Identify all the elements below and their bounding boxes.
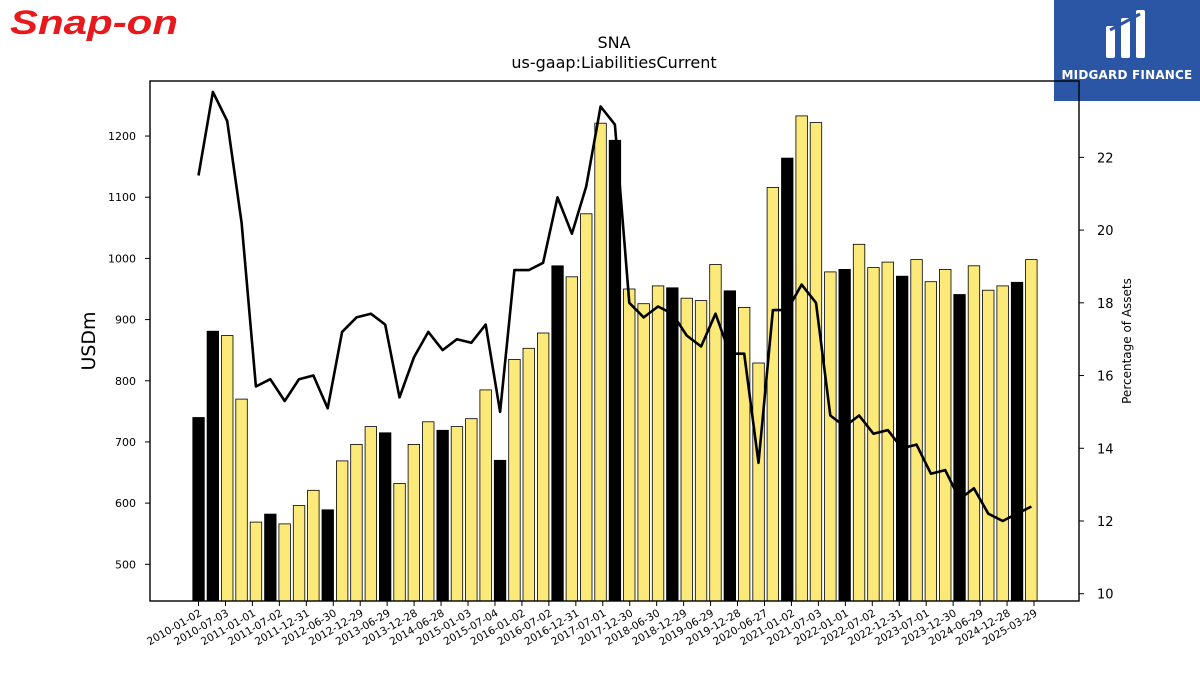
y2-axis-label: Percentage of Assets — [1120, 278, 1134, 404]
snapon-logo-mark: Snap-on — [10, 4, 178, 42]
bar-2019-03-30 — [723, 290, 736, 602]
midgard-finance-wordmark: MIDGARD FINANCE — [1061, 68, 1193, 82]
bar-2010-01-02 — [192, 417, 205, 602]
bar-2011-10-01 — [292, 505, 306, 602]
bar-2020-03-28 — [781, 157, 794, 602]
bar-2017-12-30 — [651, 285, 665, 602]
bar-2024-03-30 — [1010, 281, 1024, 602]
midgard-emblem-icon — [1106, 10, 1145, 58]
bar-2015-04-04 — [493, 459, 507, 602]
bar-2013-09-28 — [407, 443, 421, 602]
bar-2017-07-01 — [623, 288, 636, 602]
bar-2015-07-04 — [508, 358, 521, 602]
y2-tick-label: 22 — [1097, 151, 1114, 166]
bar-2019-09-28 — [752, 362, 765, 602]
bar-2012-03-31 — [321, 509, 334, 602]
bar-2018-03-31 — [666, 287, 679, 602]
bar-2023-04-01 — [953, 294, 966, 602]
bar-2012-06-30 — [335, 460, 349, 602]
y-tick-label: 1100 — [108, 191, 136, 204]
chart-subtitle: us-gaap:LiabilitiesCurrent — [511, 53, 716, 72]
bar-2022-12-31 — [939, 268, 952, 602]
bar-2019-06-29 — [738, 306, 751, 602]
bar-2016-04-02 — [551, 265, 564, 602]
y-tick-label: 900 — [115, 314, 136, 327]
y2-tick-label: 18 — [1097, 297, 1114, 312]
y-tick-label: 700 — [115, 436, 136, 449]
bar-series — [192, 115, 1038, 602]
pct-assets-series — [197, 90, 1032, 523]
y2-tick-label: 20 — [1097, 224, 1114, 239]
bar-2019-12-28 — [766, 186, 779, 602]
bar-2020-09-26 — [809, 122, 823, 602]
pct-assets-line — [197, 90, 1032, 523]
bar-2011-01-01 — [249, 521, 263, 602]
bar-2016-10-01 — [580, 213, 593, 602]
bar-2023-09-30 — [982, 289, 995, 602]
bar-2014-09-27 — [465, 418, 478, 602]
bar-2016-07-02 — [565, 276, 578, 602]
y2-tick-label: 12 — [1097, 515, 1114, 530]
bar-2013-03-30 — [378, 432, 392, 602]
bar-2022-10-01 — [924, 281, 937, 602]
bar-2016-12-31 — [594, 122, 607, 602]
bar-2011-12-31 — [307, 489, 320, 602]
y-tick-label: 500 — [115, 558, 136, 571]
snapon-logo-wordmark: Snap-on — [10, 4, 178, 42]
bar-2014-03-29 — [436, 429, 449, 602]
bar-2023-07-01 — [967, 265, 981, 602]
y-tick-label: 1000 — [108, 252, 136, 265]
y2-tick-label: 10 — [1097, 588, 1114, 603]
bar-2015-01-03 — [479, 389, 492, 602]
bar-2015-10-03 — [522, 347, 535, 602]
bar-2010-04-03 — [206, 330, 220, 602]
y-tick-label: 1200 — [108, 130, 136, 143]
snapon-logo: Snap-on — [8, 4, 183, 48]
y2-tick-label: 14 — [1097, 442, 1114, 457]
bar-2017-09-30 — [637, 303, 650, 602]
y2-tick-label: 16 — [1097, 370, 1114, 385]
bar-2018-06-30 — [680, 297, 693, 602]
bar-2014-06-28 — [450, 426, 464, 602]
bar-2010-10-02 — [235, 398, 248, 602]
bar-2010-07-03 — [221, 335, 234, 602]
bar-2013-06-29 — [393, 483, 406, 602]
chart-title: SNA — [597, 33, 630, 52]
bar-2022-07-02 — [910, 259, 923, 602]
bar-2021-01-02 — [824, 271, 837, 602]
bar-2011-07-02 — [278, 523, 291, 602]
y-tick-label: 800 — [115, 375, 136, 388]
bar-2022-04-02 — [896, 275, 909, 602]
bar-2024-06-29 — [1025, 259, 1038, 602]
y-axis-label: USDm — [78, 311, 100, 370]
bar-2013-12-28 — [422, 421, 435, 602]
bar-2012-09-29 — [350, 443, 363, 602]
midgard-finance-logo: MIDGARD FINANCE — [1054, 0, 1200, 101]
bar-2020-06-27 — [795, 115, 808, 602]
bar-2011-04-02 — [264, 513, 277, 602]
bar-2012-12-29 — [364, 426, 378, 602]
y-tick-label: 600 — [115, 497, 136, 510]
bar-2023-12-30 — [996, 285, 1009, 602]
plot-frame — [149, 80, 1080, 602]
bar-2021-04-03 — [838, 268, 851, 602]
bar-2016-01-02 — [537, 332, 550, 602]
bar-2017-04-01 — [608, 139, 622, 602]
